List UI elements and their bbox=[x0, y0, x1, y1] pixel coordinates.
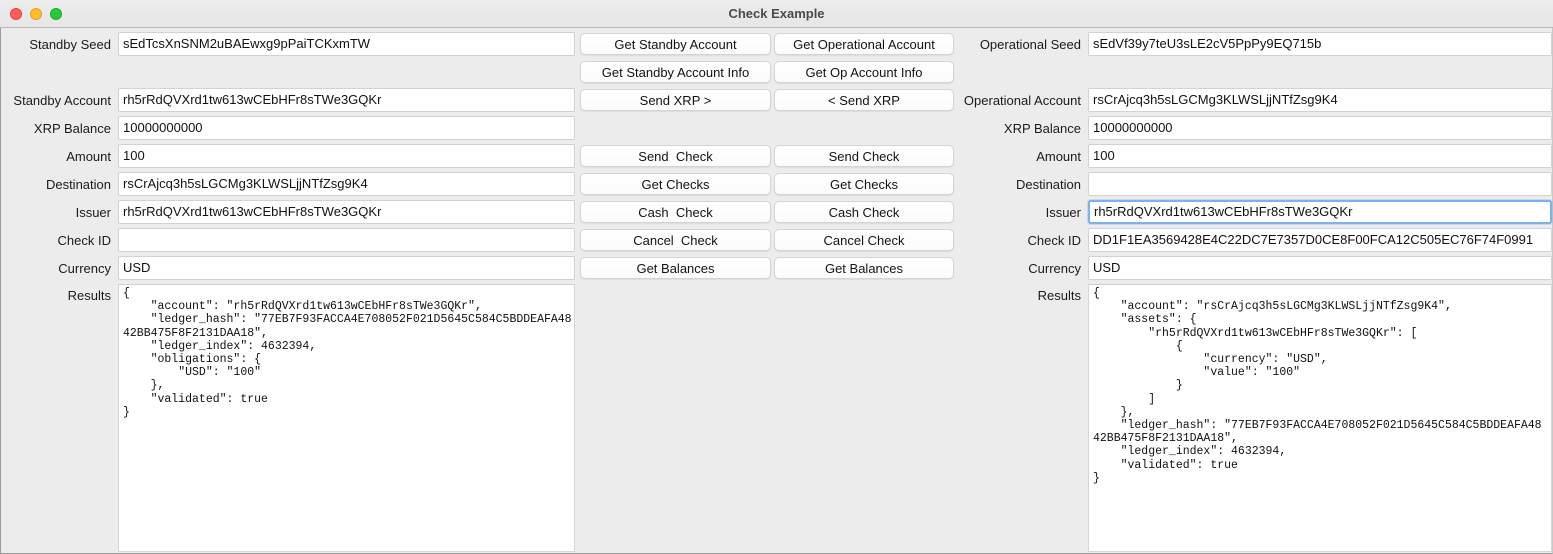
standby-amount-input[interactable]: 100 bbox=[118, 144, 575, 168]
operational-results-row: Results { "account": "rsCrAjcq3h5sLGCMg3… bbox=[960, 284, 1552, 553]
get-checks-operational-button[interactable]: Get Checks bbox=[774, 173, 954, 195]
standby-results-row: Results { "account": "rh5rRdQVXrd1tw613w… bbox=[1, 284, 575, 553]
operational-results-textarea[interactable]: { "account": "rsCrAjcq3h5sLGCMg3KLWSLjjN… bbox=[1088, 284, 1552, 552]
standby-panel: Standby Seed sEdTcsXnSNM2uBAEwxg9pPaiTCK… bbox=[1, 28, 575, 553]
cash-check-standby-button[interactable]: Cash Check bbox=[580, 201, 771, 223]
operational-issuer-label: Issuer bbox=[1045, 204, 1081, 220]
get-standby-account-button[interactable]: Get Standby Account bbox=[580, 33, 771, 55]
operational-destination-row: Destination bbox=[960, 172, 1552, 196]
standby-seed-input[interactable]: sEdTcsXnSNM2uBAEwxg9pPaiTCKxmTW bbox=[118, 32, 575, 56]
operational-amount-label: Amount bbox=[1036, 148, 1081, 164]
operational-account-label: Operational Account bbox=[963, 92, 1081, 108]
minimize-window-button[interactable] bbox=[30, 8, 42, 20]
operational-currency-input[interactable]: USD bbox=[1088, 256, 1552, 280]
standby-amount-label: Amount bbox=[66, 148, 111, 164]
operational-xrp-balance-input[interactable]: 10000000000 bbox=[1088, 116, 1552, 140]
standby-currency-row: Currency USD bbox=[1, 256, 575, 280]
close-window-button[interactable] bbox=[10, 8, 22, 20]
action-buttons-panel: Get Standby Account Get Operational Acco… bbox=[575, 28, 960, 553]
standby-destination-label: Destination bbox=[45, 176, 111, 192]
operational-results-label: Results bbox=[1037, 288, 1081, 303]
send-check-operational-button[interactable]: Send Check bbox=[774, 145, 954, 167]
window-titlebar: Check Example bbox=[0, 0, 1553, 28]
operational-xrp-balance-label: XRP Balance bbox=[1003, 120, 1081, 136]
get-balances-standby-button[interactable]: Get Balances bbox=[580, 257, 771, 279]
operational-checkid-row: Check ID DD1F1EA3569428E4C22DC7E7357D0CE… bbox=[960, 228, 1552, 252]
standby-xrp-balance-label: XRP Balance bbox=[33, 120, 111, 136]
standby-account-label: Standby Account bbox=[13, 92, 111, 108]
send-check-standby-button[interactable]: Send Check bbox=[580, 145, 771, 167]
operational-amount-input[interactable]: 100 bbox=[1088, 144, 1552, 168]
standby-issuer-input[interactable]: rh5rRdQVXrd1tw613wCEbHFr8sTWe3GQKr bbox=[118, 200, 575, 224]
get-checks-standby-button[interactable]: Get Checks bbox=[580, 173, 771, 195]
standby-seed-row: Standby Seed sEdTcsXnSNM2uBAEwxg9pPaiTCK… bbox=[1, 32, 575, 56]
standby-currency-input[interactable]: USD bbox=[118, 256, 575, 280]
window-content: Standby Seed sEdTcsXnSNM2uBAEwxg9pPaiTCK… bbox=[0, 28, 1553, 554]
operational-balance-row: XRP Balance 10000000000 bbox=[960, 116, 1552, 140]
standby-currency-label: Currency bbox=[58, 260, 111, 276]
operational-panel: Operational Seed sEdVf39y7teU3sLE2cV5PpP… bbox=[960, 28, 1552, 553]
standby-destination-row: Destination rsCrAjcq3h5sLGCMg3KLWSLjjNTf… bbox=[1, 172, 575, 196]
standby-amount-row: Amount 100 bbox=[1, 144, 575, 168]
standby-check-id-label: Check ID bbox=[57, 232, 111, 248]
window-controls bbox=[10, 8, 62, 20]
cancel-check-standby-button[interactable]: Cancel Check bbox=[580, 229, 771, 251]
standby-results-textarea[interactable]: { "account": "rh5rRdQVXrd1tw613wCEbHFr8s… bbox=[118, 284, 575, 552]
operational-currency-label: Currency bbox=[1028, 260, 1081, 276]
standby-results-label: Results bbox=[67, 288, 111, 303]
operational-seed-input[interactable]: sEdVf39y7teU3sLE2cV5PpPy9EQ715b bbox=[1088, 32, 1552, 56]
standby-checkid-row: Check ID bbox=[1, 228, 575, 252]
standby-issuer-label: Issuer bbox=[75, 204, 111, 220]
send-xrp-left-button[interactable]: < Send XRP bbox=[774, 89, 954, 111]
window-title: Check Example bbox=[728, 6, 825, 21]
operational-account-row: Operational Account rsCrAjcq3h5sLGCMg3KL… bbox=[960, 88, 1552, 112]
get-balances-operational-button[interactable]: Get Balances bbox=[774, 257, 954, 279]
operational-currency-row: Currency USD bbox=[960, 256, 1552, 280]
operational-check-id-input[interactable]: DD1F1EA3569428E4C22DC7E7357D0CE8F00FCA12… bbox=[1088, 228, 1552, 252]
get-op-account-info-button[interactable]: Get Op Account Info bbox=[774, 61, 954, 83]
standby-account-input[interactable]: rh5rRdQVXrd1tw613wCEbHFr8sTWe3GQKr bbox=[118, 88, 575, 112]
get-standby-account-info-button[interactable]: Get Standby Account Info bbox=[580, 61, 771, 83]
maximize-window-button[interactable] bbox=[50, 8, 62, 20]
operational-issuer-row: Issuer rh5rRdQVXrd1tw613wCEbHFr8sTWe3GQK… bbox=[960, 200, 1552, 224]
operational-account-input[interactable]: rsCrAjcq3h5sLGCMg3KLWSLjjNTfZsg9K4 bbox=[1088, 88, 1552, 112]
cash-check-operational-button[interactable]: Cash Check bbox=[774, 201, 954, 223]
operational-issuer-input[interactable]: rh5rRdQVXrd1tw613wCEbHFr8sTWe3GQKr bbox=[1088, 200, 1552, 224]
operational-check-id-label: Check ID bbox=[1027, 232, 1081, 248]
get-operational-account-button[interactable]: Get Operational Account bbox=[774, 33, 954, 55]
standby-balance-row: XRP Balance 10000000000 bbox=[1, 116, 575, 140]
standby-account-row: Standby Account rh5rRdQVXrd1tw613wCEbHFr… bbox=[1, 88, 575, 112]
standby-issuer-row: Issuer rh5rRdQVXrd1tw613wCEbHFr8sTWe3GQK… bbox=[1, 200, 575, 224]
standby-destination-input[interactable]: rsCrAjcq3h5sLGCMg3KLWSLjjNTfZsg9K4 bbox=[118, 172, 575, 196]
send-xrp-right-button[interactable]: Send XRP > bbox=[580, 89, 771, 111]
standby-check-id-input[interactable] bbox=[118, 228, 575, 252]
operational-amount-row: Amount 100 bbox=[960, 144, 1552, 168]
operational-destination-input[interactable] bbox=[1088, 172, 1552, 196]
standby-seed-label: Standby Seed bbox=[29, 36, 111, 52]
standby-xrp-balance-input[interactable]: 10000000000 bbox=[118, 116, 575, 140]
operational-seed-row: Operational Seed sEdVf39y7teU3sLE2cV5PpP… bbox=[960, 32, 1552, 56]
operational-destination-label: Destination bbox=[1015, 176, 1081, 192]
operational-seed-label: Operational Seed bbox=[979, 36, 1081, 52]
cancel-check-operational-button[interactable]: Cancel Check bbox=[774, 229, 954, 251]
